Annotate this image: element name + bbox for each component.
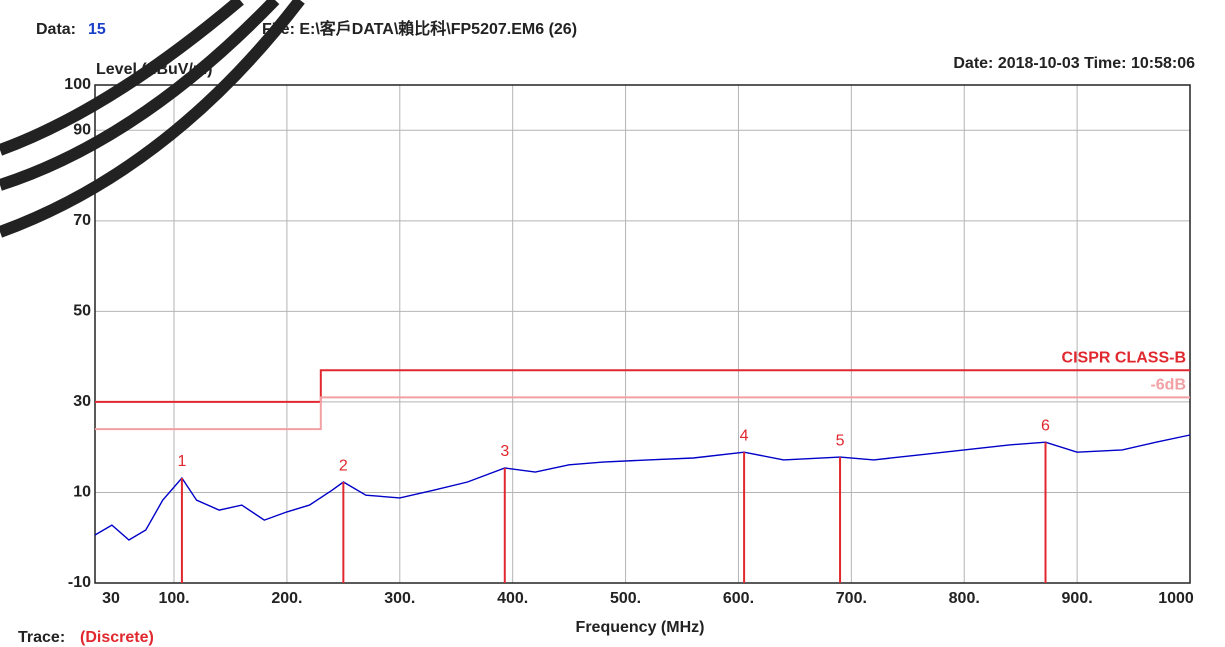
y-tick-label: 70: [73, 212, 91, 229]
x-tick-label: 200.: [271, 590, 302, 607]
watermark-arc: [0, 0, 305, 238]
x-tick-label: 800.: [949, 590, 980, 607]
data-number: 15: [88, 21, 106, 38]
x-tick-label: 500.: [610, 590, 641, 607]
marker-label: 2: [339, 457, 348, 474]
x-tick-label: 600.: [723, 590, 754, 607]
plot-border: [94, 84, 1191, 584]
data-label: Data:: [36, 21, 76, 38]
trace-mode: (Discrete): [80, 629, 154, 646]
limit-label: -6dB: [1150, 377, 1186, 394]
limit-line: [95, 396, 1190, 431]
y-tick-label: 100: [64, 76, 91, 93]
x-tick-label: 400.: [497, 590, 528, 607]
x-tick-label: 700.: [836, 590, 867, 607]
y-tick-label: 90: [73, 121, 91, 138]
y-tick-label: 30: [73, 393, 91, 410]
file-path: File: E:\客戶DATA\賴比科\FP5207.EM6 (26): [262, 19, 577, 38]
limit-line: [95, 369, 1190, 403]
y-tick-label: 10: [73, 484, 91, 501]
marker-label: 5: [836, 432, 845, 449]
date-time: Date: 2018-10-03 Time: 10:58:06: [953, 55, 1195, 72]
limit-label: CISPR CLASS-B: [1062, 349, 1186, 366]
marker-label: 4: [740, 427, 749, 444]
y-tick-label: -10: [68, 574, 91, 591]
trace-line: [94, 434, 1191, 541]
x-tick-label: 30: [102, 590, 120, 607]
trace-label: Trace:: [18, 629, 65, 646]
x-tick-label: 900.: [1062, 590, 1093, 607]
x-tick-label: 300.: [384, 590, 415, 607]
marker-label: 1: [177, 453, 186, 470]
marker-label: 3: [500, 443, 509, 460]
y-tick-label: 50: [73, 303, 91, 320]
x-tick-label: 100.: [158, 590, 189, 607]
watermark-arc: [0, 0, 244, 156]
x-axis-label: Frequency (MHz): [576, 619, 705, 636]
watermark-arc: [0, 0, 280, 191]
x-tick-label: 1000: [1158, 590, 1194, 607]
marker-label: 6: [1041, 417, 1050, 434]
